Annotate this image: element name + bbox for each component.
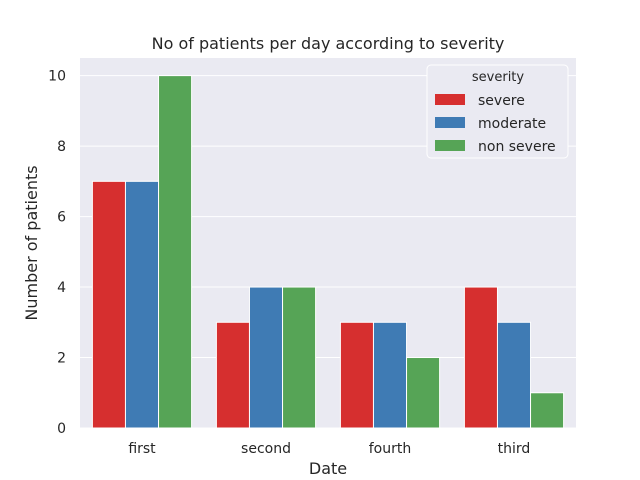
legend-swatch	[435, 94, 465, 105]
x-tick-label: first	[128, 441, 156, 457]
y-tick-label: 6	[57, 210, 66, 226]
bar-moderate-first	[124, 180, 160, 429]
legend-title: severity	[472, 70, 525, 85]
bars	[91, 75, 565, 429]
bar-severe-third	[463, 286, 498, 429]
legend-label: moderate	[478, 116, 546, 132]
bar-moderate-fourth	[372, 321, 408, 429]
bar-moderate-third	[496, 321, 532, 429]
bar-severe-fourth	[339, 321, 374, 429]
y-tick-label: 0	[57, 421, 66, 437]
bar-non-severe-fourth	[406, 357, 441, 429]
y-tick-labels: 0 2 4 6 8 10	[48, 69, 66, 437]
legend-label: severe	[478, 93, 525, 109]
bar-severe-second	[215, 321, 250, 429]
y-tick-label: 10	[48, 69, 66, 85]
x-tick-label: second	[241, 441, 291, 457]
legend: severity severe moderate non severe	[426, 64, 569, 159]
bar-severe-first	[91, 180, 126, 429]
legend-swatch	[435, 117, 465, 128]
y-tick-label: 4	[57, 280, 66, 296]
x-tick-label: third	[498, 441, 531, 457]
legend-items: severe moderate non severe	[435, 93, 556, 155]
legend-label: non severe	[478, 139, 556, 155]
x-tick-label: fourth	[369, 441, 412, 457]
y-axis-label: Number of patients	[22, 165, 41, 320]
y-tick-label: 8	[57, 139, 66, 155]
legend-box	[426, 64, 569, 159]
x-axis-label: Date	[309, 459, 347, 478]
legend-swatch	[435, 140, 465, 151]
x-tick-labels: first second fourth third	[128, 441, 530, 457]
bar-non-severe-first	[158, 75, 193, 429]
bar-non-severe-third	[530, 392, 565, 429]
bar-moderate-second	[248, 286, 284, 429]
bar-non-severe-second	[282, 286, 317, 429]
y-tick-label: 2	[57, 351, 66, 367]
chart-title: No of patients per day according to seve…	[152, 34, 505, 53]
